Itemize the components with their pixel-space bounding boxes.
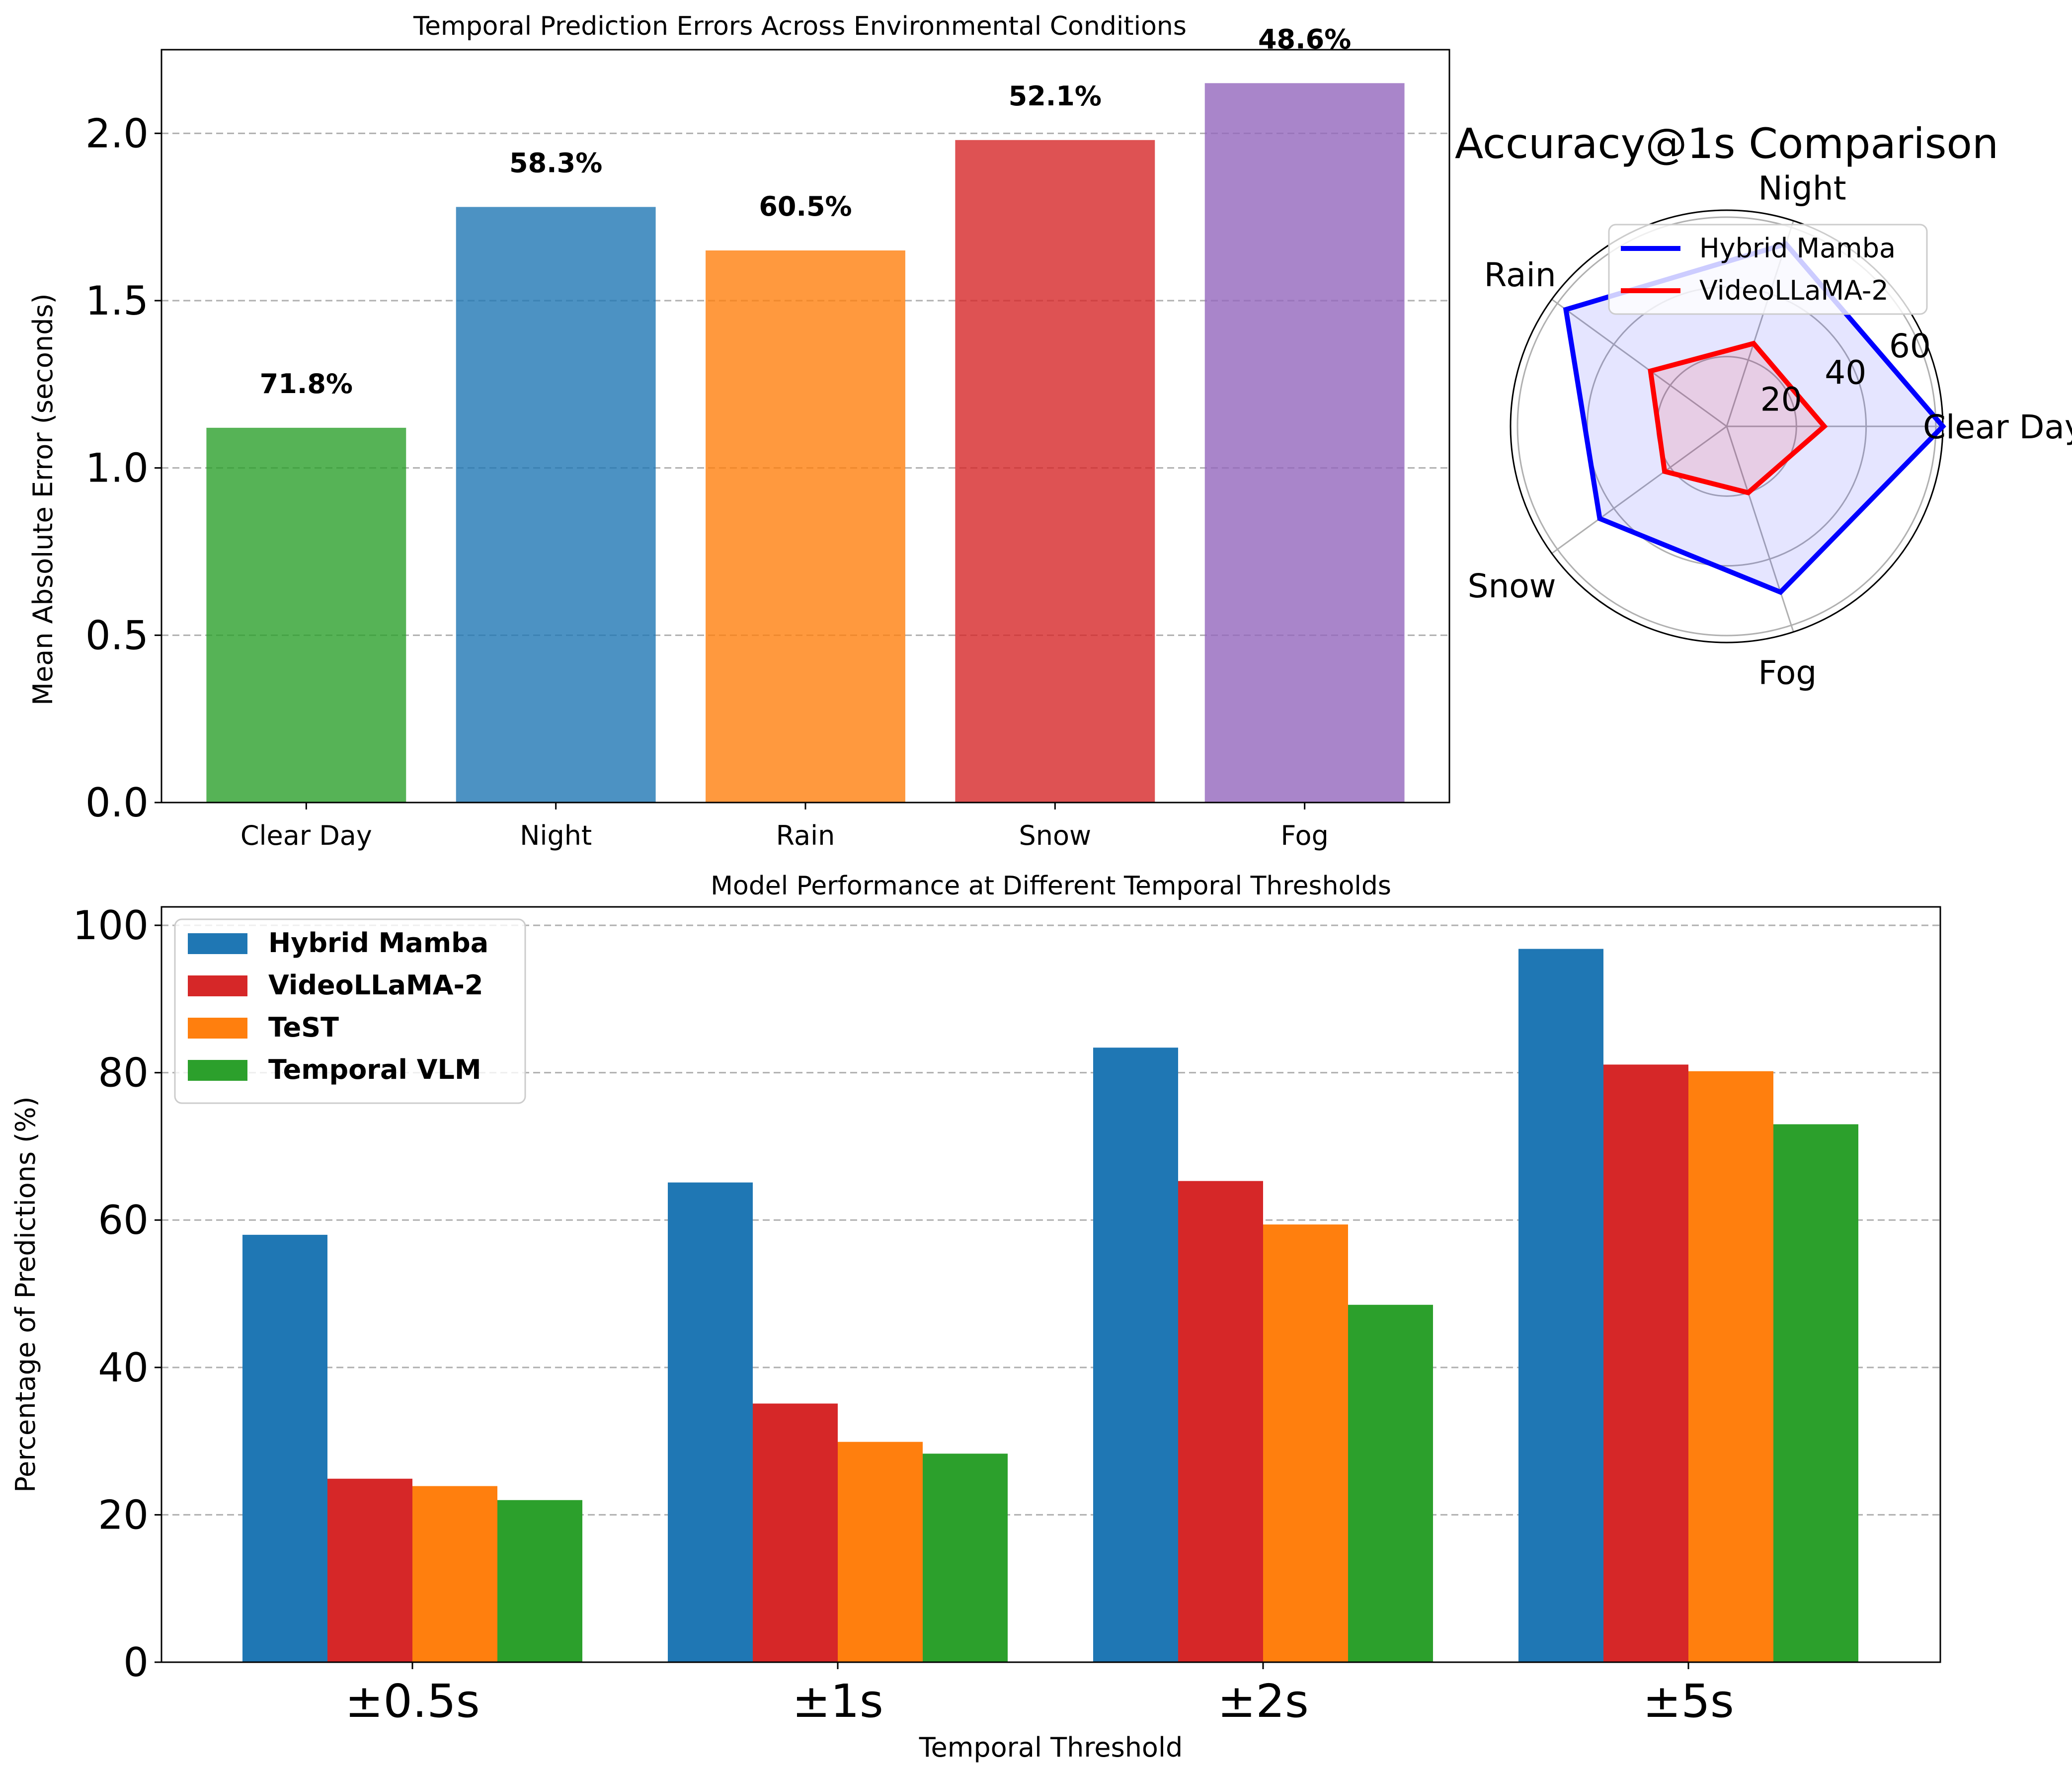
error-bar-label-snow: 52.1% <box>1009 81 1102 112</box>
threshold-chart-title: Model Performance at Different Temporal … <box>711 871 1391 901</box>
radar-category-night: Night <box>1758 169 1846 207</box>
threshold-chart-xtick-label: ±2s <box>1217 1675 1309 1728</box>
error-bar-rain <box>706 250 905 803</box>
threshold-bar-hybrid-mamba-4 <box>1518 949 1603 1662</box>
accuracy-radar-chart: Accuracy@1s Comparison Clear Day Night Rai… <box>1455 119 2072 692</box>
threshold-bar-test-1 <box>412 1486 497 1662</box>
error-bar-clear-day <box>206 427 406 803</box>
radar-line-videollama-2 <box>1648 340 1828 495</box>
error-chart-ylabel: Mean Absolute Error (seconds) <box>27 293 59 705</box>
threshold-chart-ytick-label: 40 <box>98 1345 149 1391</box>
radar-legend-label-videollama-2: VideoLLaMA-2 <box>1699 275 1889 306</box>
threshold-bar-test-4 <box>1688 1071 1773 1662</box>
threshold-bar-hybrid-mamba-2 <box>668 1182 753 1662</box>
threshold-chart-ytick-label: 20 <box>98 1492 149 1538</box>
threshold-bar-temporal-vlm-4 <box>1773 1124 1858 1662</box>
radar-spoke <box>1726 426 1794 633</box>
radar-legend-label-hybrid-mamba: Hybrid Mamba <box>1699 233 1896 264</box>
error-bar-label-clear-day: 71.8% <box>260 368 353 400</box>
error-chart-title: Temporal Prediction Errors Across Enviro… <box>413 11 1187 41</box>
radar-category-snow: Snow <box>1468 567 1556 605</box>
threshold-legend: Hybrid Mamba VideoLLaMA-2 TeST Temporal VLM <box>174 918 526 1104</box>
threshold-bar-hybrid-mamba-3 <box>1093 1048 1178 1662</box>
radar-rtick-label: 20 <box>1760 380 1802 418</box>
threshold-bar-videollama-2-4 <box>1603 1064 1688 1662</box>
threshold-bar-temporal-vlm-1 <box>497 1500 582 1662</box>
error-chart-xtick-label-fog: Fog <box>1280 820 1328 851</box>
threshold-grouped-bar-chart: Model Performance at Different Temporal … <box>10 871 1941 1763</box>
error-chart-ytick-label: 0.5 <box>85 612 149 658</box>
error-chart-xtick-label-clear-day: Clear Day <box>240 820 372 851</box>
threshold-chart-ytick-label: 80 <box>98 1050 149 1096</box>
threshold-bar-temporal-vlm-3 <box>1348 1304 1433 1662</box>
error-bar-label-night: 58.3% <box>509 147 602 178</box>
radar-legend: Hybrid Mamba VideoLLaMA-2 <box>1608 224 1928 315</box>
threshold-bar-temporal-vlm-2 <box>923 1453 1008 1662</box>
threshold-legend-swatch-test <box>188 1018 247 1039</box>
threshold-bar-videollama-2-1 <box>327 1478 412 1662</box>
threshold-legend-label-videollama-2: VideoLLaMA-2 <box>268 969 483 1001</box>
threshold-legend-label-test: TeST <box>268 1012 339 1043</box>
threshold-legend-swatch-hybrid-mamba <box>188 933 247 954</box>
threshold-bar-videollama-2-3 <box>1178 1181 1263 1662</box>
error-chart-frame <box>160 49 1450 804</box>
error-chart-xtick-label-rain: Rain <box>776 820 835 851</box>
error-chart-ytick-label: 0.0 <box>85 780 149 826</box>
threshold-legend-swatch-videollama-2 <box>188 975 247 996</box>
threshold-chart-xtick-label: ±1s <box>792 1675 883 1728</box>
threshold-legend-label-temporal-vlm: Temporal VLM <box>268 1054 481 1085</box>
radar-fill-videollama-2 <box>1650 343 1825 493</box>
threshold-bar-test-2 <box>838 1442 923 1662</box>
threshold-chart-ytick-label: 0 <box>123 1639 149 1686</box>
radar-category-clear-day: Clear Day <box>1923 408 2072 446</box>
error-bar-fog <box>1204 83 1405 803</box>
error-chart-xtick-label-snow: Snow <box>1019 820 1091 851</box>
threshold-bar-videollama-2-2 <box>753 1403 838 1662</box>
error-bar-chart: Temporal Prediction Errors Across Enviro… <box>27 11 1450 851</box>
error-bar-night <box>456 207 656 803</box>
error-chart-xtick-label-night: Night <box>520 820 592 851</box>
threshold-legend-label-hybrid-mamba: Hybrid Mamba <box>268 927 488 959</box>
error-chart-ytick-label: 2.0 <box>85 110 149 157</box>
threshold-legend-box <box>174 918 526 1104</box>
threshold-bar-test-3 <box>1263 1224 1348 1662</box>
threshold-chart-xtick-label: ±5s <box>1643 1675 1734 1728</box>
radar-rtick-label: 60 <box>1889 327 1931 365</box>
error-chart-ytick-label: 1.5 <box>85 278 149 324</box>
threshold-chart-ytick-label: 60 <box>98 1197 149 1243</box>
radar-category-rain: Rain <box>1484 256 1556 294</box>
threshold-chart-xlabel: Temporal Threshold <box>919 1732 1183 1763</box>
radar-rtick-label: 40 <box>1825 354 1866 392</box>
radar-fill-hybrid-mamba <box>1566 243 1943 592</box>
error-bar-snow <box>955 140 1155 803</box>
radar-legend-box <box>1608 224 1928 315</box>
threshold-chart-frame <box>160 906 1941 1663</box>
threshold-chart-xtick-label: ±0.5s <box>345 1675 479 1728</box>
radar-spoke <box>1551 299 1727 427</box>
threshold-chart-ylabel: Percentage of Predictions (%) <box>10 1096 41 1492</box>
threshold-bar-hybrid-mamba-1 <box>242 1234 327 1662</box>
radar-chart-title: Accuracy@1s Comparison <box>1455 119 1998 168</box>
threshold-legend-swatch-temporal-vlm <box>188 1060 247 1081</box>
threshold-chart-ytick-label: 100 <box>73 902 149 949</box>
radar-spoke <box>1551 425 1727 554</box>
error-bar-label-rain: 60.5% <box>759 191 852 222</box>
error-chart-ytick-label: 1.0 <box>85 445 149 491</box>
radar-category-fog: Fog <box>1758 654 1817 692</box>
